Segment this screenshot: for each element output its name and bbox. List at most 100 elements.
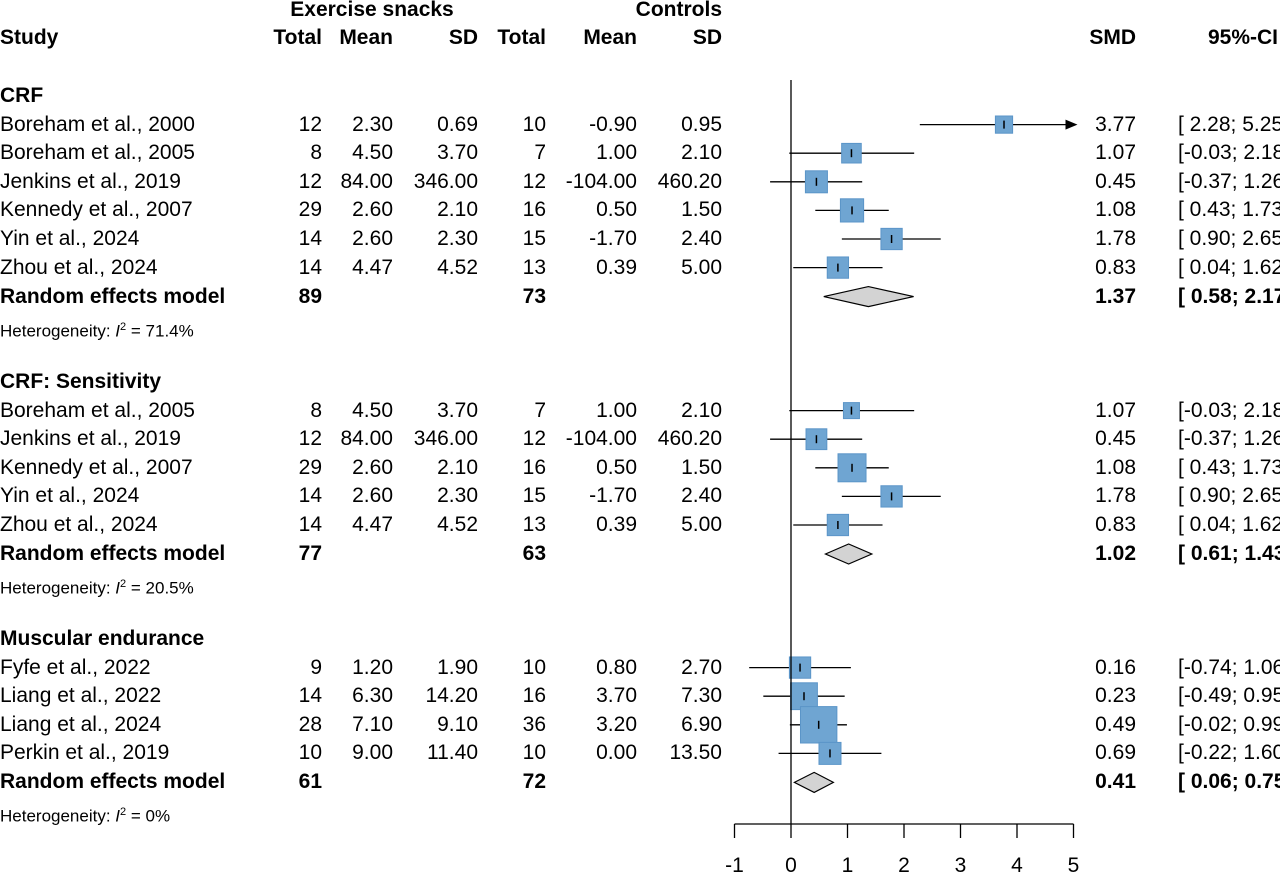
- study-m1: 4.50: [352, 398, 393, 422]
- model-label: Random effects model: [0, 542, 226, 565]
- heterogeneity-sup: 2: [120, 578, 127, 590]
- study-ci: [ 0.43; 1.73]: [1178, 198, 1280, 222]
- model-n1: 89: [298, 284, 322, 308]
- study-sd1: 2.30: [437, 484, 478, 508]
- study-sd1: 11.40: [427, 741, 478, 765]
- study-n2: 7: [534, 398, 546, 422]
- study-m2: -1.70: [589, 227, 637, 250]
- study-m2: 0.50: [596, 455, 637, 479]
- x-tick-label: 5: [1067, 854, 1080, 877]
- study-smd: 0.83: [1095, 255, 1136, 279]
- study-ci: [-0.49; 0.95]: [1178, 684, 1280, 708]
- x-tick-label: 0: [785, 854, 797, 877]
- study-ci: [-0.37; 1.26]: [1178, 169, 1280, 193]
- study-smd: 0.16: [1095, 655, 1136, 679]
- study-ci: [-0.74; 1.06]: [1178, 655, 1280, 679]
- heterogeneity-i: I: [115, 807, 121, 827]
- heterogeneity-value: = 20.5%: [126, 578, 194, 598]
- model-n2: 72: [522, 770, 546, 794]
- study-ci: [ 0.90; 2.65]: [1178, 484, 1280, 508]
- header-mean-1: Mean: [339, 26, 393, 49]
- study-sd2: 2.40: [681, 484, 722, 508]
- header-controls: Controls: [635, 0, 722, 21]
- study-name: Zhou et al., 2024: [0, 255, 158, 279]
- heterogeneity-prefix: Heterogeneity:: [0, 321, 116, 341]
- study-name: Zhou et al., 2024: [0, 513, 158, 536]
- study-n1: 12: [298, 112, 322, 136]
- study-m1: 9.00: [352, 741, 393, 765]
- group-title: CRF: Sensitivity: [0, 370, 162, 393]
- study-m1: 2.60: [352, 227, 393, 250]
- study-ci: [-0.03; 2.18]: [1178, 141, 1280, 165]
- header-sd-2: SD: [692, 26, 722, 49]
- study-n2: 15: [522, 484, 546, 508]
- study-smd: 0.69: [1095, 741, 1136, 765]
- study-name: Yin et al., 2024: [0, 484, 140, 508]
- study-sd2: 1.50: [681, 198, 722, 222]
- study-n1: 14: [298, 227, 322, 250]
- study-sd1: 4.52: [437, 255, 478, 279]
- study-m1: 4.47: [352, 513, 393, 536]
- study-m1: 2.60: [352, 484, 393, 508]
- study-smd: 0.23: [1095, 684, 1136, 708]
- study-m1: 4.47: [352, 255, 393, 279]
- header-ci: 95%-CI: [1207, 26, 1278, 49]
- study-n1: 29: [298, 198, 322, 222]
- heterogeneity-label: Heterogeneity: I2 = 71.4%: [0, 315, 194, 344]
- study-n2: 36: [522, 712, 546, 736]
- study-smd: 0.49: [1095, 712, 1136, 736]
- study-sd2: 5.00: [681, 513, 722, 536]
- study-sd2: 460.20: [657, 427, 722, 451]
- study-sd2: 5.00: [681, 255, 722, 279]
- x-tick-label: 3: [954, 854, 967, 877]
- study-sd2: 2.10: [681, 398, 722, 422]
- study-smd: 0.45: [1095, 169, 1136, 193]
- ci-arrow: [1065, 119, 1078, 130]
- study-smd: 1.08: [1095, 198, 1136, 222]
- model-diamond: [823, 285, 914, 308]
- x-tick-label: 4: [1011, 854, 1023, 877]
- group-title: CRF: [0, 84, 44, 107]
- model-smd: 0.41: [1095, 770, 1136, 794]
- header-study: Study: [0, 26, 59, 49]
- study-sd1: 9.10: [437, 712, 478, 736]
- study-m2: -104.00: [565, 427, 637, 451]
- study-n2: 16: [522, 684, 546, 708]
- study-n1: 14: [298, 684, 322, 708]
- heterogeneity-i: I: [115, 321, 121, 341]
- x-tick-label: 1: [841, 854, 854, 877]
- group-title: Muscular endurance: [0, 627, 205, 650]
- header-mean-2: Mean: [583, 26, 637, 49]
- study-n2: 15: [522, 227, 546, 250]
- study-sd1: 3.70: [437, 398, 478, 422]
- study-n1: 8: [310, 141, 322, 165]
- study-sd1: 346.00: [413, 427, 478, 451]
- study-smd: 1.07: [1095, 141, 1136, 165]
- study-n1: 29: [298, 455, 322, 479]
- study-m1: 2.30: [352, 112, 393, 136]
- study-n1: 9: [310, 655, 322, 679]
- study-m2: 3.20: [596, 712, 637, 736]
- study-sd1: 4.52: [437, 513, 478, 536]
- study-n2: 10: [522, 741, 546, 765]
- study-n2: 12: [522, 169, 546, 193]
- study-name: Perkin et al., 2019: [0, 741, 170, 765]
- model-label: Random effects model: [0, 284, 226, 308]
- study-n1: 12: [298, 427, 322, 451]
- study-name: Liang et al., 2022: [0, 684, 162, 708]
- study-m1: 2.60: [352, 198, 393, 222]
- study-ci: [ 0.04; 1.62]: [1178, 255, 1280, 279]
- study-m1: 4.50: [352, 141, 393, 165]
- study-sd2: 2.70: [681, 655, 722, 679]
- study-n1: 14: [298, 255, 322, 279]
- study-smd: 1.78: [1095, 484, 1136, 508]
- model-diamond: [823, 543, 874, 565]
- header-total-1: Total: [273, 26, 322, 49]
- study-sd1: 2.10: [437, 198, 478, 222]
- study-name: Kennedy et al., 2007: [0, 455, 193, 479]
- heterogeneity-value: = 71.4%: [126, 321, 194, 341]
- study-name: Liang et al., 2024: [0, 712, 162, 736]
- study-sd1: 2.10: [437, 455, 478, 479]
- model-label: Random effects model: [0, 770, 226, 794]
- study-ci: [ 2.28; 5.25]: [1178, 112, 1280, 136]
